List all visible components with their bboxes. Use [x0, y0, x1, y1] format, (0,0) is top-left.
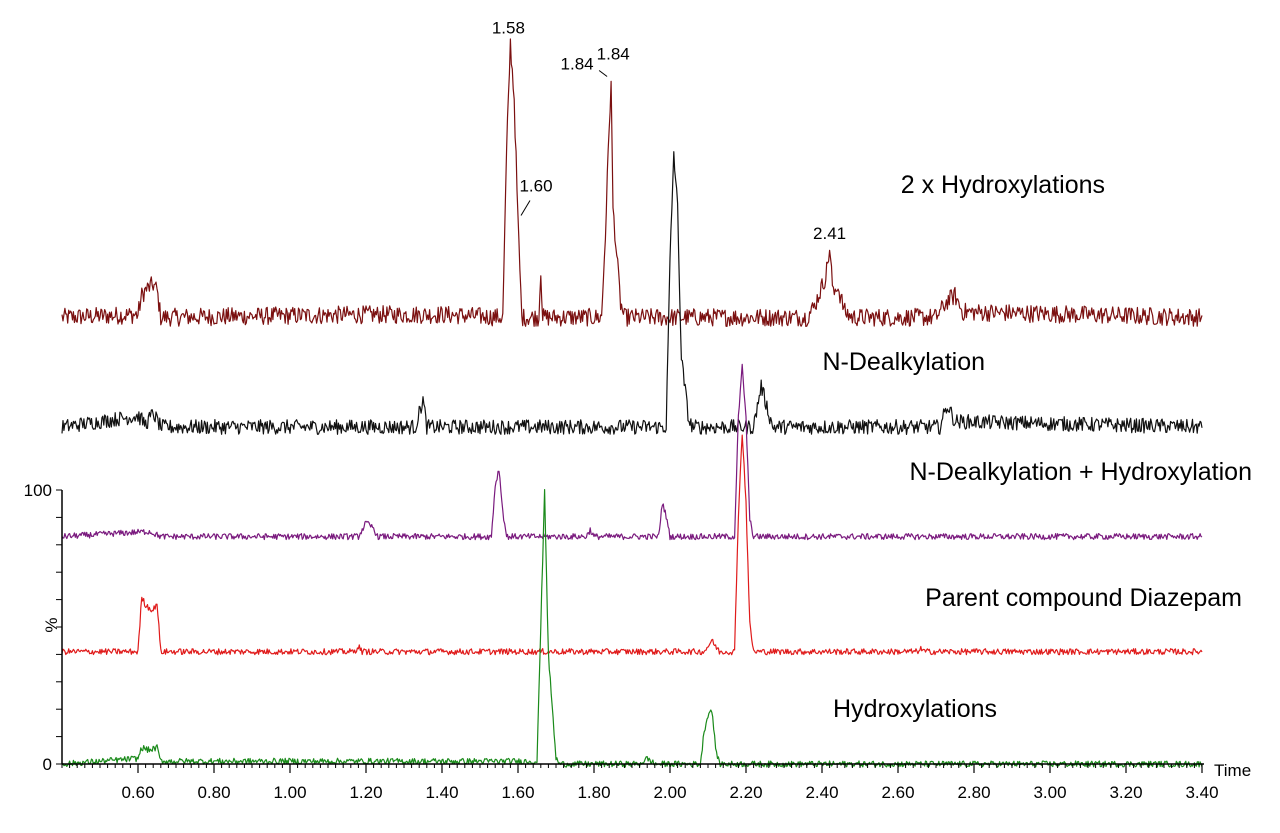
- x-tick-label: 2.80: [957, 783, 990, 802]
- trace-label: Hydroxylations: [833, 695, 997, 723]
- x-major-ticks: 0.60 0.80 1.00 1.20 1.40 1.60 1.80 2.00 2.20 2.40…: [121, 764, 1219, 802]
- y-tick-label: 100: [24, 481, 52, 500]
- x-tick-label: 2.20: [729, 783, 762, 802]
- trace-n-dealkylation-hydroxylation: [61, 363, 1203, 541]
- x-tick-label: 1.20: [349, 783, 382, 802]
- trace-2-x-hydroxylations: [61, 38, 1203, 327]
- peak-label: 1.84: [561, 54, 594, 73]
- x-tick-label: 1.60: [501, 783, 534, 802]
- peak-leader: [598, 70, 608, 77]
- peak-leader: [520, 200, 531, 216]
- x-tick-label: 1.40: [425, 783, 458, 802]
- trace-n-dealkylation: [61, 151, 1203, 435]
- x-tick-label: 2.60: [881, 783, 914, 802]
- trace-hydroxylations: [61, 489, 1203, 768]
- label-layer: 2 x Hydroxylations N-Dealkylation N-Dealky…: [822, 171, 1252, 723]
- x-tick-label: 0.80: [197, 783, 230, 802]
- x-tick-label: 1.00: [273, 783, 306, 802]
- peak-label: 1.84: [597, 44, 630, 63]
- x-minor-ticks: [61, 764, 1203, 768]
- peak-label: 1.60: [519, 176, 552, 195]
- y-tick-label: 0: [43, 755, 52, 774]
- y-axis-title: %: [42, 617, 61, 632]
- x-tick-label: 3.00: [1033, 783, 1066, 802]
- x-tick-label: 3.20: [1109, 783, 1142, 802]
- peak-label: 1.58: [492, 18, 525, 37]
- trace-label: N-Dealkylation + Hydroxylation: [909, 458, 1252, 486]
- x-tick-label: 3.40: [1185, 783, 1218, 802]
- trace-label: 2 x Hydroxylations: [901, 171, 1105, 199]
- x-tick-label: 2.00: [653, 783, 686, 802]
- peak-label: 2.41: [813, 224, 846, 243]
- trace-label: N-Dealkylation: [822, 348, 985, 376]
- x-tick-label: 1.80: [577, 783, 610, 802]
- axis-layer: 0.60 0.80 1.00 1.20 1.40 1.60 1.80 2.00 2.20 2.40…: [24, 481, 1252, 802]
- trace-parent-compound-diazepam: [61, 434, 1203, 656]
- series-layer: [61, 38, 1203, 768]
- x-axis-title: Time: [1214, 761, 1251, 780]
- annotation-layer: 1.58 1.60 1.841.84 2.41: [492, 18, 846, 243]
- x-tick-label: 2.40: [805, 783, 838, 802]
- x-tick-label: 0.60: [121, 783, 154, 802]
- trace-label: Parent compound Diazepam: [925, 584, 1242, 612]
- y-ticks: 0 100: [24, 481, 62, 774]
